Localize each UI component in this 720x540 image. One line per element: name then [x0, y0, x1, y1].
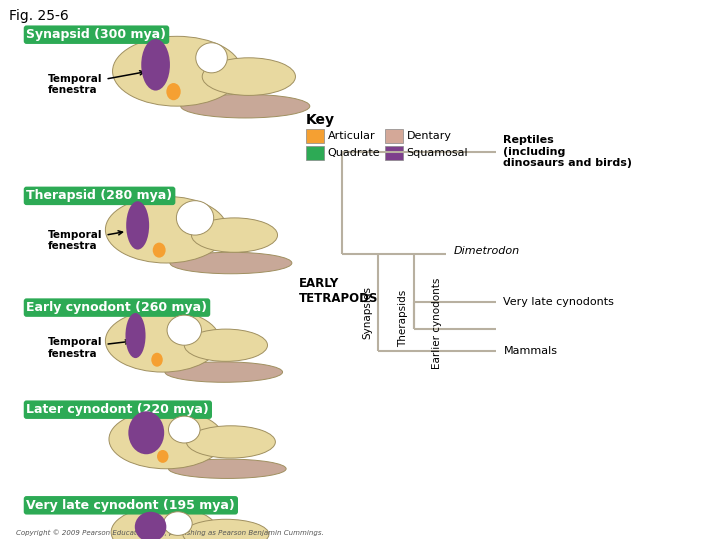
- FancyBboxPatch shape: [306, 129, 324, 143]
- Ellipse shape: [184, 329, 267, 361]
- Ellipse shape: [109, 410, 224, 469]
- Ellipse shape: [128, 411, 164, 454]
- Ellipse shape: [176, 201, 214, 235]
- Ellipse shape: [153, 242, 166, 258]
- Ellipse shape: [165, 362, 282, 382]
- Ellipse shape: [157, 450, 168, 463]
- Text: EARLY
TETRAPODS: EARLY TETRAPODS: [299, 278, 379, 306]
- Ellipse shape: [163, 512, 192, 535]
- Ellipse shape: [125, 313, 145, 358]
- Ellipse shape: [135, 512, 166, 540]
- Text: Therapsids: Therapsids: [398, 290, 408, 347]
- Ellipse shape: [183, 519, 269, 540]
- Text: Synapsid (300 mya): Synapsid (300 mya): [27, 28, 166, 41]
- Text: Articular: Articular: [328, 131, 375, 141]
- FancyBboxPatch shape: [385, 129, 403, 143]
- Ellipse shape: [181, 94, 310, 118]
- Ellipse shape: [168, 459, 286, 478]
- Ellipse shape: [126, 201, 149, 249]
- Ellipse shape: [202, 58, 295, 96]
- Ellipse shape: [192, 218, 277, 252]
- Ellipse shape: [105, 310, 220, 372]
- Ellipse shape: [196, 43, 228, 73]
- Ellipse shape: [168, 416, 200, 443]
- Text: Copyright © 2009 Pearson Education, Inc., publishing as Pearson Benjamin Cumming: Copyright © 2009 Pearson Education, Inc.…: [16, 529, 323, 536]
- FancyBboxPatch shape: [385, 146, 403, 160]
- Text: Temporal
fenestra: Temporal fenestra: [48, 230, 122, 251]
- Text: Dimetrodon: Dimetrodon: [453, 246, 519, 256]
- FancyBboxPatch shape: [306, 146, 324, 160]
- Ellipse shape: [151, 353, 163, 367]
- Text: Earlier cynodonts: Earlier cynodonts: [433, 278, 443, 369]
- Text: Dentary: Dentary: [407, 131, 451, 141]
- Text: Squamosal: Squamosal: [407, 148, 468, 158]
- Text: Mammals: Mammals: [503, 346, 557, 355]
- Ellipse shape: [167, 315, 202, 345]
- Ellipse shape: [186, 426, 275, 458]
- Text: Temporal
fenestra: Temporal fenestra: [48, 71, 144, 96]
- Ellipse shape: [141, 39, 170, 91]
- Text: Therapsid (280 mya): Therapsid (280 mya): [27, 190, 173, 202]
- Text: Reptiles
(including
dinosaurs and birds): Reptiles (including dinosaurs and birds): [503, 135, 632, 168]
- Ellipse shape: [105, 197, 228, 263]
- Text: Very late cynodont (195 mya): Very late cynodont (195 mya): [27, 499, 235, 512]
- Text: Temporal
fenestra: Temporal fenestra: [48, 337, 130, 359]
- Text: Quadrate: Quadrate: [328, 148, 380, 158]
- Text: Synapsids: Synapsids: [362, 287, 372, 340]
- Ellipse shape: [111, 507, 219, 540]
- Ellipse shape: [166, 83, 181, 100]
- Text: Fig. 25-6: Fig. 25-6: [9, 9, 68, 23]
- Ellipse shape: [112, 36, 242, 106]
- Ellipse shape: [170, 252, 292, 274]
- Text: Early cynodont (260 mya): Early cynodont (260 mya): [27, 301, 207, 314]
- Text: Very late cynodonts: Very late cynodonts: [503, 297, 614, 307]
- Text: Later cynodont (220 mya): Later cynodont (220 mya): [27, 403, 210, 416]
- Text: Key: Key: [306, 112, 336, 126]
